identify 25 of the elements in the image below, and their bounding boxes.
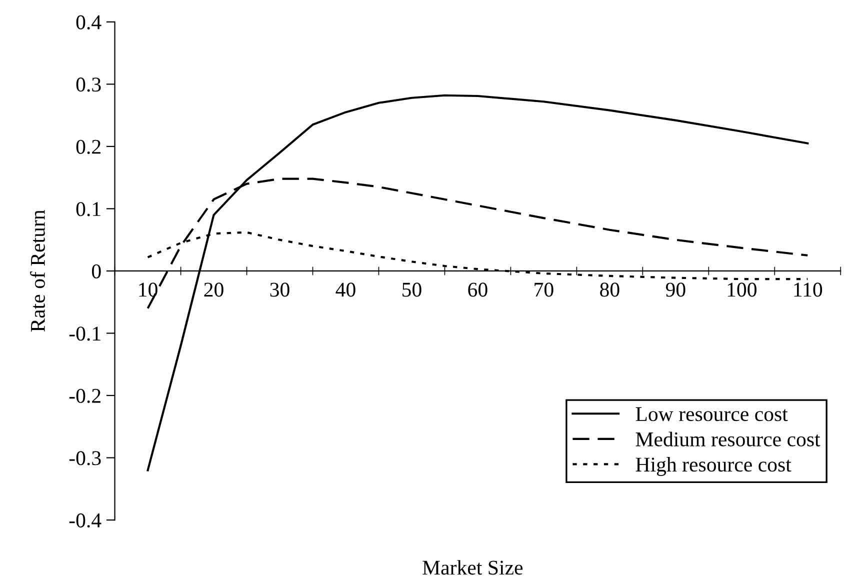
x-tick-label: 50 [402, 282, 422, 297]
x-tick-label: 100 [728, 282, 756, 297]
y-axis-title: Rate of Return [30, 210, 45, 332]
y-tick-label: -0.2 [69, 388, 100, 404]
y-tick-label: -0.1 [69, 326, 100, 341]
y-tick-label: -0.3 [69, 451, 101, 466]
x-tick-label: 80 [600, 282, 620, 297]
y-tick-label: 0.2 [76, 140, 100, 154]
x-tick-label: 30 [270, 282, 290, 297]
y-tick-label: 0.3 [76, 78, 101, 92]
x-tick-label: 60 [468, 282, 488, 297]
y-tick-label: 0 [92, 264, 101, 278]
x-axis-title: Market Size [422, 560, 523, 575]
legend-label: Low resource cost [636, 407, 788, 422]
y-tick-label: -0.4 [69, 513, 102, 528]
x-tick-label: 40 [336, 282, 356, 297]
legend-label: Medium resource cost [636, 432, 820, 446]
x-tick-label: 110 [794, 282, 822, 297]
x-tick-label: 90 [666, 282, 686, 297]
legend-label: High resource cost [636, 457, 792, 476]
x-tick-label: 70 [534, 282, 554, 297]
y-tick-label: 0.1 [76, 202, 100, 216]
x-tick-label: 10 [139, 282, 158, 297]
y-tick-label: 0.4 [76, 15, 102, 30]
x-tick-label: 20 [204, 282, 224, 297]
